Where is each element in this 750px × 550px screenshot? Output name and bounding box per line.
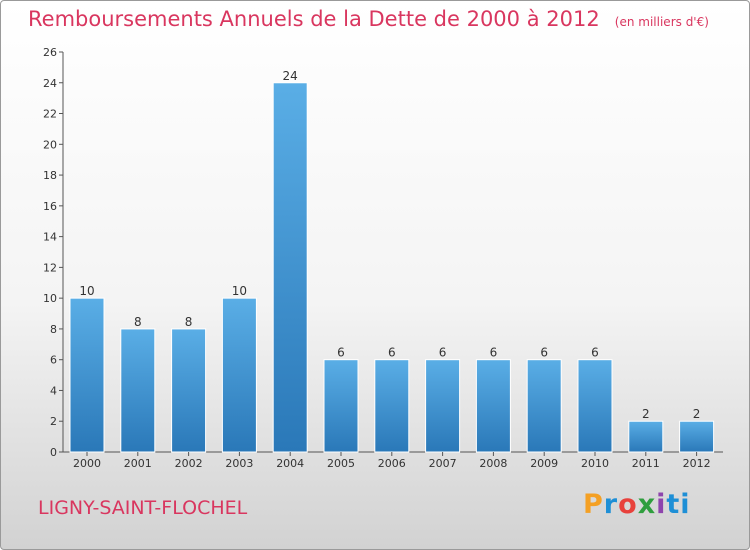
- x-tick-label: 2009: [530, 457, 558, 470]
- bar-value-label: 6: [540, 346, 548, 360]
- y-tick-label: 16: [43, 200, 57, 213]
- bar-value-label: 6: [490, 346, 498, 360]
- bar: [221, 297, 257, 453]
- chart-unit: (en milliers d'€): [614, 15, 709, 29]
- y-tick-label: 26: [43, 46, 57, 59]
- x-tick-label: 2006: [378, 457, 406, 470]
- y-tick-label: 4: [50, 384, 57, 397]
- bar-value-label: 8: [185, 315, 193, 329]
- proxiti-logo: Proxiti: [583, 489, 691, 520]
- x-tick-label: 2012: [683, 457, 711, 470]
- y-tick-label: 8: [50, 323, 57, 336]
- bar-value-label: 10: [232, 284, 247, 298]
- chart-title: Remboursements Annuels de la Dette de 20…: [28, 7, 600, 31]
- bar-value-label: 10: [79, 284, 94, 298]
- bar: [679, 420, 715, 453]
- x-tick-label: 2000: [73, 457, 101, 470]
- bar: [171, 328, 207, 453]
- bar-value-label: 24: [283, 69, 298, 83]
- bar: [475, 359, 511, 453]
- y-tick-label: 10: [43, 292, 57, 305]
- y-tick-label: 2: [50, 415, 57, 428]
- y-tick-label: 14: [43, 231, 57, 244]
- chart-title-block: Remboursements Annuels de la Dette de 20…: [28, 7, 709, 31]
- bar-value-label: 8: [134, 315, 142, 329]
- x-tick-label: 2003: [225, 457, 253, 470]
- bar: [374, 359, 410, 453]
- y-tick-label: 18: [43, 169, 57, 182]
- bar: [577, 359, 613, 453]
- bar: [120, 328, 156, 453]
- bar-value-label: 2: [693, 407, 701, 421]
- bar-value-label: 6: [388, 346, 396, 360]
- x-tick-label: 2002: [175, 457, 203, 470]
- bar-value-label: 2: [642, 407, 650, 421]
- x-tick-label: 2005: [327, 457, 355, 470]
- x-tick-label: 2008: [479, 457, 507, 470]
- bar: [628, 420, 664, 453]
- bar: [526, 359, 562, 453]
- bar: [69, 297, 105, 453]
- bar: [272, 82, 308, 453]
- y-tick-label: 22: [43, 108, 57, 121]
- y-tick-label: 20: [43, 138, 57, 151]
- town-name: LIGNY-SAINT-FLOCHEL: [38, 497, 248, 519]
- y-tick-label: 6: [50, 354, 57, 367]
- x-tick-label: 2001: [124, 457, 152, 470]
- bar: [323, 359, 359, 453]
- bar-value-label: 6: [337, 346, 345, 360]
- y-tick-label: 12: [43, 261, 57, 274]
- x-tick-label: 2004: [276, 457, 304, 470]
- x-tick-label: 2010: [581, 457, 609, 470]
- bar-value-label: 6: [591, 346, 599, 360]
- y-tick-label: 0: [50, 446, 57, 459]
- bar-value-label: 6: [439, 346, 447, 360]
- bar: [425, 359, 461, 453]
- x-tick-label: 2011: [632, 457, 660, 470]
- x-tick-label: 2007: [429, 457, 457, 470]
- y-tick-label: 24: [43, 77, 57, 90]
